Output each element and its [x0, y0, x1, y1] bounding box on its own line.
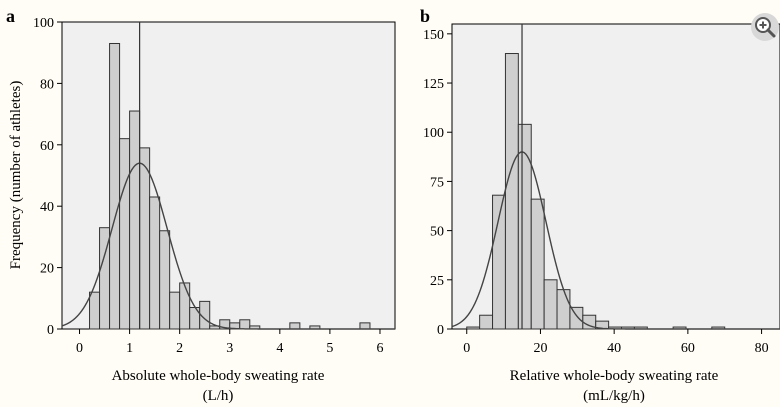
histogram-bar: [169, 291, 181, 330]
x-tick-label: 6: [376, 341, 383, 356]
histogram-bar: [109, 42, 121, 330]
histogram-bar: [289, 322, 301, 330]
histogram-bar: [129, 110, 141, 330]
x-tick-label: 3: [226, 341, 233, 356]
y-tick-label: 0: [47, 323, 54, 338]
histogram-bar: [569, 306, 584, 330]
x-tick-label: 4: [276, 341, 283, 356]
x-tick-label: 1: [126, 341, 133, 356]
histogram-bar: [149, 196, 161, 330]
histogram-bar: [159, 230, 171, 330]
panel-a-xlabel-line2: (L/h): [203, 388, 234, 404]
panel-b-xlabel-line1: Relative whole-body sweating rate: [510, 368, 719, 384]
y-tick-label: 125: [423, 77, 444, 92]
histogram-bar: [199, 300, 211, 330]
x-tick-label: 2: [176, 341, 183, 356]
y-tick-label: 100: [33, 16, 54, 31]
panel-b-label: b: [420, 6, 430, 26]
panel-a-chart: a 0 20 40 60 80 100 0 1 2 3 4 5 6 Frequency (number …: [6, 6, 396, 404]
y-tick-label: 0: [437, 323, 444, 338]
histogram-bar: [479, 314, 494, 330]
x-tick-label: 0: [463, 341, 470, 356]
normal-curve: [451, 151, 780, 330]
y-tick-label: 50: [430, 225, 444, 240]
x-tick-label: 40: [607, 341, 621, 356]
x-tick-label: 5: [326, 341, 333, 356]
histogram-bar: [239, 319, 251, 330]
histogram-bar: [359, 322, 371, 330]
y-tick-label: 40: [40, 200, 54, 215]
histogram-bar: [517, 123, 532, 330]
y-tick-label: 80: [40, 77, 54, 92]
x-tick-label: 60: [681, 341, 695, 356]
y-tick-label: 25: [430, 274, 444, 289]
zoom-in-icon[interactable]: [750, 12, 780, 42]
histogram-bar: [504, 53, 519, 330]
x-tick-label: 80: [755, 341, 769, 356]
y-tick-label: 100: [423, 126, 444, 141]
panel-a-xlabel-line1: Absolute whole-body sweating rate: [112, 368, 325, 384]
histogram-bar: [556, 289, 571, 330]
y-tick-label: 60: [40, 139, 54, 154]
y-tick-label: 150: [423, 28, 444, 43]
x-tick-label: 20: [533, 341, 547, 356]
panel-a-label: a: [6, 6, 15, 26]
panel-b-xlabel-line2: (mL/kg/h): [583, 388, 645, 404]
x-tick-label: 0: [76, 341, 83, 356]
histogram-bar: [466, 326, 481, 330]
histogram-bar: [543, 279, 558, 330]
y-tick-label: 75: [430, 175, 444, 190]
histogram-bar: [139, 147, 151, 330]
histogram-bar: [530, 198, 545, 330]
histogram-bar: [89, 291, 101, 330]
y-tick-label: 20: [40, 262, 54, 277]
panel-b-chart: b 0 25 50 75 100 125 150 0 20 40 60 80 Relative who…: [420, 6, 780, 404]
normal-curve: [61, 162, 395, 330]
histogram-bar: [179, 282, 191, 330]
panel-a-ylabel: Frequency (number of athletes): [8, 81, 24, 270]
histogram-bar: [119, 138, 131, 330]
